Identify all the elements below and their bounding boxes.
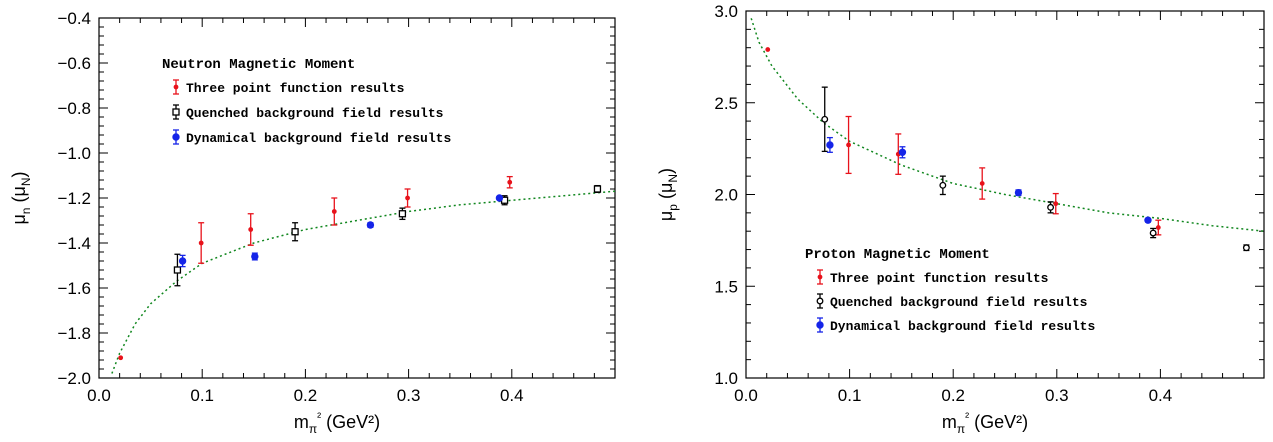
data-point — [1053, 201, 1059, 207]
data-point — [979, 181, 985, 186]
legend: Proton Magnetic Moment Three point functi… — [805, 247, 1095, 334]
y-tick-label: 2.5 — [714, 94, 738, 113]
data-point — [1014, 188, 1023, 197]
x-tick-label: 0.2 — [294, 386, 318, 405]
data-point — [846, 142, 851, 148]
x-tick-label: 0.2 — [941, 386, 965, 405]
legend-marker — [816, 321, 824, 329]
y-tick-label: −1.8 — [57, 324, 91, 343]
neutron-panel: 0.0 0.1 0.2 0.3 0.4 −2.0 −1.8 −1.6 −1.4 −1.2 −1.0 −… — [9, 9, 616, 436]
data-point — [405, 195, 410, 201]
x-tick-label: 0.4 — [500, 386, 524, 405]
x-tick-label: 0.0 — [734, 386, 758, 405]
legend-marker — [172, 133, 180, 141]
legend-entry: Quenched background field results — [186, 106, 444, 121]
data-point — [173, 266, 182, 274]
data-point — [898, 148, 907, 156]
legend-entry: Three point function results — [830, 271, 1049, 286]
y-tick-label: −1.6 — [57, 279, 91, 298]
legend-entry: Three point function results — [186, 81, 405, 96]
data-point — [178, 257, 187, 265]
data-point — [821, 115, 829, 123]
legend-marker — [817, 274, 823, 280]
x-tick-label: 0.3 — [1045, 386, 1069, 405]
series-1 — [173, 184, 602, 287]
data-point — [1149, 229, 1157, 237]
y-tick-label: 3.0 — [714, 2, 738, 21]
x-tick-label: 0.1 — [838, 386, 862, 405]
x-tick-label: 0.3 — [397, 386, 421, 405]
series-2 — [178, 194, 504, 268]
y-tick-label: −2.0 — [57, 369, 91, 388]
legend-entry: Quenched background field results — [830, 295, 1088, 310]
y-axis-label: μn (μN) — [9, 171, 33, 224]
data-point — [1155, 225, 1161, 230]
series-1 — [821, 86, 1250, 252]
y-tick-label: −1.4 — [57, 234, 91, 253]
data-point — [1144, 216, 1152, 224]
x-tick-label: 0.1 — [190, 386, 214, 405]
series-2 — [826, 136, 1152, 224]
data-point — [507, 179, 513, 185]
data-point — [495, 194, 504, 202]
data-point — [291, 228, 299, 236]
data-point — [118, 355, 124, 361]
x-tick-label: 0.0 — [87, 386, 111, 405]
y-tick-label: −0.4 — [57, 9, 91, 28]
y-tick-label: −1.0 — [57, 144, 91, 163]
data-point — [198, 240, 204, 246]
data-point — [939, 181, 947, 189]
legend-marker — [816, 297, 824, 305]
data-point — [398, 210, 407, 218]
x-axis-label: mπ² (GeV²) — [294, 410, 380, 436]
legend-marker — [173, 84, 179, 90]
y-tick-label: 1.5 — [714, 277, 738, 296]
fit-curve — [750, 18, 1265, 232]
data-point — [1242, 244, 1250, 252]
data-point — [593, 185, 602, 193]
x-tick-label: 0.4 — [1149, 386, 1173, 405]
series-0 — [118, 175, 513, 361]
proton-panel: 0.0 0.1 0.2 0.3 0.4 1.0 1.5 2.0 2.5 3.0 mπ² (GeV²)… — [656, 2, 1265, 436]
data-point — [1047, 203, 1055, 211]
data-point — [331, 209, 337, 214]
x-axis-label: mπ² (GeV²) — [942, 410, 1028, 436]
legend-entry: Dynamical background field results — [186, 131, 451, 146]
legend-marker — [172, 108, 180, 116]
y-tick-label: −0.6 — [57, 54, 91, 73]
legend: Neutron Magnetic Moment Three point funct… — [162, 57, 451, 146]
series-0 — [765, 47, 1162, 236]
legend-title: Proton Magnetic Moment — [805, 247, 990, 263]
y-tick-label: 2.0 — [714, 186, 738, 205]
data-point — [826, 141, 834, 149]
y-tick-label: −1.2 — [57, 189, 91, 208]
data-point — [366, 221, 375, 229]
legend-title: Neutron Magnetic Moment — [162, 57, 355, 73]
data-point — [765, 47, 771, 52]
y-tick-label: −0.8 — [57, 99, 91, 118]
data-point — [251, 252, 259, 261]
fit-curve — [111, 190, 616, 374]
data-point — [248, 227, 254, 232]
y-axis-label: μp (μN) — [656, 168, 680, 221]
y-tick-label: 1.0 — [714, 369, 738, 388]
legend-entry: Dynamical background field results — [830, 319, 1095, 334]
